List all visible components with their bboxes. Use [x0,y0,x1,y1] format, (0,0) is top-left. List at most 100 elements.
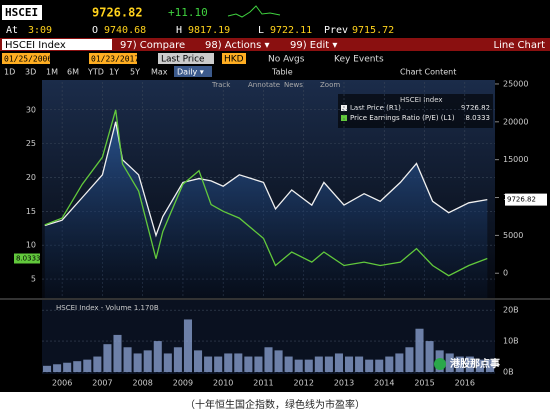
volume-bar [113,334,122,372]
x-tick-label: 2008 [132,379,152,388]
prev: 9715.72 [352,25,394,36]
y-tick-label: 25 [26,139,36,148]
period-button[interactable]: 6M [67,68,79,77]
y2-tick-label: 0 [503,269,508,278]
security[interactable]: HSCEI Index [5,40,66,51]
volume-bar [395,353,404,372]
chart-content-button[interactable]: Chart Content [400,68,456,77]
x-tick-label: 2014 [374,379,394,388]
volume-bar [264,347,273,372]
chart-tool[interactable]: Track [211,81,231,89]
frequency[interactable]: Daily ▾ [177,68,204,77]
volume-bar [133,353,142,372]
volume-bar [334,353,343,372]
volume-bar [345,356,354,372]
field[interactable]: Last Price [161,55,205,65]
volume-bar [485,359,494,372]
volume-bar [224,353,233,372]
volume-bar [425,341,434,372]
edit-button[interactable]: 99) Edit ▾ [290,40,337,51]
volume-tick-label: 20B [503,306,519,315]
end-date[interactable]: 01/23/2017 [91,55,139,64]
legend-box [338,94,493,128]
chart-tool[interactable]: Annotate [248,81,280,89]
x-tick-label: 2009 [173,379,193,388]
frequency-box [174,66,212,77]
x-tick-label: 2010 [213,379,233,388]
currency[interactable]: HKD [224,55,244,65]
table-button[interactable]: Table [271,68,293,77]
volume-bar [183,319,192,372]
compare-button[interactable]: 97) Compare [120,40,185,51]
y-tick-label: 5 [31,275,36,284]
x-tick-label: 2013 [334,379,354,388]
sparkline [227,5,281,18]
volume-tick-label: 0B [503,368,514,377]
x-tick-label: 2012 [294,379,314,388]
legend-title: HSCEI Index [400,96,443,104]
volume-bar [385,356,394,372]
period-buttons: 1D 3D 1M 6M YTD 1Y 5Y Max [4,68,168,77]
volume-bar [214,356,223,372]
period-button[interactable]: Max [151,68,168,77]
legend-value: 8.0333 [466,114,491,122]
volume-bar [204,356,213,372]
volume-title: HSCEI Index - Volume 1.170B [56,304,159,312]
value-tag-bg [14,253,40,264]
time: 3:09 [28,25,52,36]
start-box [2,53,50,64]
volume-bar [43,365,52,372]
volume-bar [355,356,364,372]
volume-bar [234,353,243,372]
prev-label: Prev [324,25,348,36]
chart-tool[interactable]: Zoom [320,81,340,89]
volume-bar [365,359,374,372]
period-button[interactable]: 1Y [109,68,119,77]
events[interactable]: Key Events [334,55,384,65]
y2-tick-label: 20000 [503,117,528,126]
currency-box [222,53,246,64]
volume-bar [375,359,384,372]
ticker: HSCEI [5,6,38,19]
view-label[interactable]: Line Chart [494,40,546,51]
volume-bar [53,364,62,372]
x-tick-label: 2011 [253,379,273,388]
volume-bar [173,347,182,372]
volume-bar [475,359,484,372]
volume-bar [294,359,303,372]
legend-label: Price Earnings Ratio (P/E) (L1) [350,114,455,122]
period-button[interactable]: YTD [87,68,104,77]
low-label: L [258,25,264,36]
volume-tick-label: 10B [503,337,519,346]
volume-bar [93,356,102,372]
y-tick-label: 20 [26,173,36,182]
avgs[interactable]: No Avgs [268,55,305,65]
caption: （十年恒生国企指数，绿色线为市盈率） [185,398,365,411]
volume-bar [415,328,424,372]
start-date[interactable]: 01/25/2006 [4,55,52,64]
period-button[interactable]: 5Y [130,68,140,77]
volume-bar [123,347,132,372]
security-box [2,39,112,50]
legend-label: Last Price (R1) [350,104,401,112]
period-button[interactable]: 3D [25,68,36,77]
value-tag: 8.0333 [16,255,41,263]
volume-bar [153,341,162,372]
value-tag: 9726.82 [507,196,536,204]
period-button[interactable]: 1D [4,68,15,77]
low: 9722.11 [270,25,312,36]
chart-tool[interactable]: News [284,81,303,89]
x-tick-label: 2015 [414,379,434,388]
volume-bar [63,362,72,372]
actions-button[interactable]: 98) Actions ▾ [205,40,270,51]
volume-bar [314,356,323,372]
y-tick-label: 30 [26,105,36,114]
y2-tick-label: 25000 [503,79,528,88]
period-button[interactable]: 1M [46,68,58,77]
series-line [44,109,488,277]
open: 9740.68 [104,25,146,36]
chart-tools: Track Annotate News Zoom [211,81,340,89]
ticker-box [2,5,42,20]
